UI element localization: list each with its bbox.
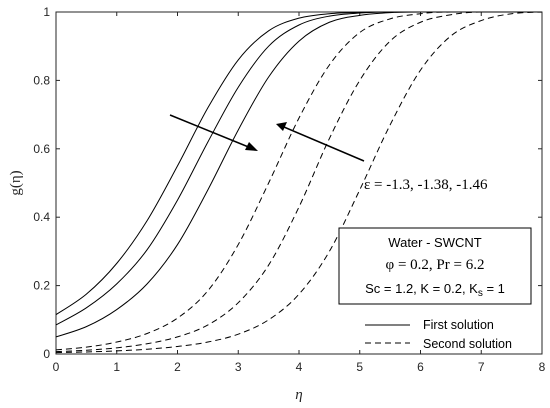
- x-tick-label: 6: [417, 360, 424, 374]
- info-box: [338, 227, 532, 305]
- y-tick-label: 0.4: [33, 210, 50, 224]
- x-tick-label: 1: [113, 360, 120, 374]
- second-solution-curve-2: [55, 11, 542, 353]
- y-tick-label: 0.2: [33, 279, 50, 293]
- first-solution-curve-3: [55, 11, 542, 338]
- y-tick-label: 0.6: [33, 142, 50, 156]
- first-solution-curve-2: [55, 11, 542, 326]
- arrow-second-solution: [276, 122, 365, 162]
- x-tick-label: 7: [478, 360, 485, 374]
- x-tick-label: 0: [53, 360, 60, 374]
- legend-label-first: First solution: [423, 318, 494, 332]
- x-tick-label: 5: [356, 360, 363, 374]
- second-solution-curve-1: [55, 11, 542, 351]
- arrow-first-solution: [169, 114, 258, 151]
- x-tick-label: 8: [539, 360, 546, 374]
- y-axis-label: g(η): [8, 170, 24, 195]
- info-line-1: Water - SWCNT: [388, 235, 481, 250]
- x-tick-label: 4: [296, 360, 303, 374]
- info-line-3: Sc = 1.2, K = 0.2, Ks = 1: [365, 281, 505, 299]
- legend-label-second: Second solution: [423, 337, 512, 351]
- curves: [55, 11, 543, 354]
- y-tick-label: 0.8: [33, 73, 50, 87]
- y-tick-label: 0: [43, 347, 50, 361]
- legend: First solution Second solution: [365, 318, 512, 351]
- x-axis-label: η: [295, 387, 302, 403]
- info-line-2: φ = 0.2, Pr = 6.2: [386, 257, 485, 273]
- epsilon-annotation: ε = -1.3, -1.38, -1.46: [364, 177, 488, 193]
- axis-ticks: 0 1 2 3 4 5 6 7 8 0 0.2 0.4 0.6 0.8 1: [33, 5, 545, 374]
- y-tick-label: 1: [43, 5, 50, 19]
- x-tick-label: 3: [235, 360, 242, 374]
- second-solution-curve-3: [55, 11, 543, 354]
- x-tick-label: 2: [174, 360, 181, 374]
